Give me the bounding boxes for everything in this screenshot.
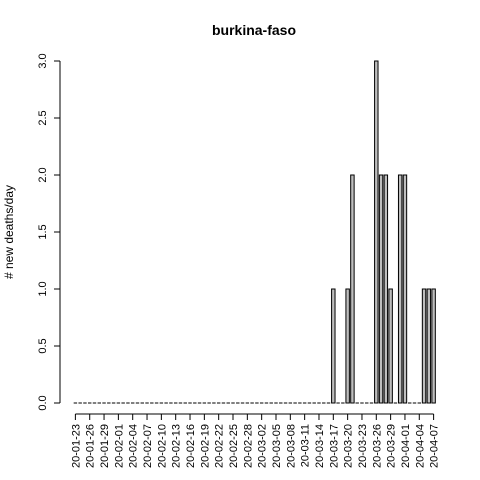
bar (378, 174, 384, 404)
x-tick-label: 20-02-19 (199, 424, 211, 468)
y-tick-label: 2.5 (37, 110, 49, 125)
x-tick-label: 20-03-11 (300, 424, 312, 467)
x-tick-label: 20-03-05 (271, 424, 283, 468)
bar (431, 288, 436, 404)
x-tick-label: 20-01-26 (85, 424, 97, 468)
y-tick-label: 0.0 (37, 395, 49, 410)
x-tick-label: 20-04-01 (400, 424, 412, 468)
x-tick-label: 20-01-23 (70, 424, 82, 468)
x-tick-label: 20-02-13 (171, 424, 183, 468)
y-tick-label: 0.5 (37, 338, 49, 353)
bar (331, 288, 336, 404)
bars (73, 60, 436, 404)
x-tick-label: 20-03-08 (285, 424, 297, 468)
bar (383, 174, 389, 404)
x-tick-label: 20-03-29 (386, 424, 398, 468)
bar (388, 288, 393, 404)
x-tick-label: 20-02-16 (185, 424, 197, 468)
x-tick-label: 20-03-02 (257, 424, 269, 468)
bar (350, 174, 355, 404)
x-tick-label: 20-02-10 (156, 424, 168, 468)
bar (421, 288, 427, 404)
x-tick-label: 20-01-29 (99, 424, 111, 468)
bar (374, 60, 379, 404)
y-axis: 0.0 0.5 1.0 1.5 2.0 2.5 3.0 (37, 53, 61, 411)
bar (397, 174, 403, 404)
bar (402, 174, 408, 404)
y-axis-label: # new deaths/day (2, 185, 16, 279)
x-tick-label: 20-02-25 (228, 424, 240, 468)
x-tick-label: 20-03-20 (343, 424, 355, 468)
x-tick-label: 20-03-14 (314, 424, 326, 468)
x-tick-label: 20-02-07 (142, 424, 154, 468)
y-tick-label: 1.0 (37, 281, 49, 296)
x-tick-label: 20-03-17 (328, 424, 340, 468)
x-tick-label: 20-02-28 (242, 424, 254, 468)
x-tick-label: 20-02-04 (128, 424, 140, 468)
x-tick-label: 20-02-01 (113, 424, 125, 468)
x-tick-label: 20-02-22 (214, 424, 226, 468)
x-tick-label: 20-04-07 (429, 424, 441, 468)
y-tick-label: 1.5 (37, 224, 49, 239)
y-tick-label: 2.0 (37, 167, 49, 182)
x-tick-label: 20-04-04 (414, 424, 426, 468)
x-tick-label: 20-03-26 (371, 424, 383, 468)
chart-title: burkina-faso (212, 22, 296, 38)
bar (345, 288, 350, 404)
x-tick-label: 20-03-23 (357, 424, 369, 468)
x-axis: 20-01-23 20-01-26 20-01-29 20-02-01 20-02-04… (70, 413, 441, 468)
bar (426, 288, 432, 404)
y-tick-label: 3.0 (37, 53, 49, 68)
